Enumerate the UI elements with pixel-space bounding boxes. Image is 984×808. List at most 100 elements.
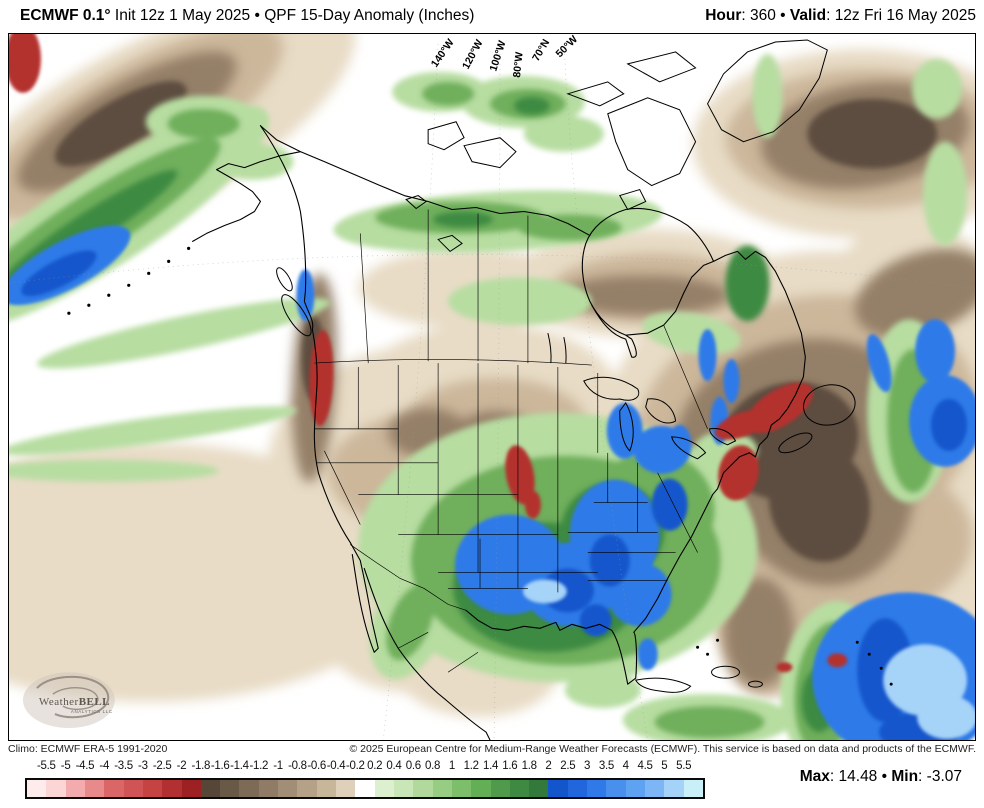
colorbar-segment <box>529 780 549 797</box>
colorbar-tick-label: -5 <box>60 760 71 772</box>
anomaly-region-wet-pale-blue <box>522 579 975 739</box>
colorbar-tick-label: -0.4 <box>326 760 346 772</box>
colorbar-tick-label: 4.5 <box>637 760 653 772</box>
weatherbell-logo: WeatherBELL ANALYTICS LLC <box>22 672 115 729</box>
colorbar-segment <box>181 780 201 797</box>
colorbar-segment <box>664 780 684 797</box>
colorbar-tick-label: -1.6 <box>210 760 230 772</box>
colorbar-tick-label: 4 <box>622 760 629 772</box>
colorbar-segment <box>297 780 317 797</box>
colorbar-segment <box>683 780 703 797</box>
colorbar-segment <box>123 780 143 797</box>
colorbar-segment <box>587 780 607 797</box>
colorbar-tick-label: 1.2 <box>463 760 479 772</box>
colorbar-segment <box>509 780 530 797</box>
colorbar-segment <box>548 780 568 797</box>
colorbar-tick-label: -1.2 <box>249 760 269 772</box>
colorbar-segment <box>220 780 240 797</box>
coastline-layer <box>192 125 806 740</box>
logo-swirl-inner <box>52 687 99 710</box>
colorbar-tick-label: 2 <box>545 760 552 772</box>
colorbar-tick-label: 3.5 <box>598 760 614 772</box>
colorbar-tick-label: 0.6 <box>405 760 421 772</box>
colorbar-segment <box>393 780 414 797</box>
colorbar-tick-label: 1.6 <box>502 760 518 772</box>
colorbar-tick-label: -3.5 <box>114 760 133 772</box>
colorbar-tick-label: 1 <box>448 760 455 772</box>
colorbar-segment <box>200 780 221 797</box>
title-rest: Init 12z 1 May 2025 • QPF 15-Day Anomaly… <box>110 6 475 24</box>
colorbar-tick-label: 2.5 <box>560 760 576 772</box>
colorbar-segment <box>258 780 279 797</box>
colorbar-segment <box>104 780 124 797</box>
colorbar-tick-label: 1.4 <box>482 760 499 772</box>
colorbar-tick-label: 1.8 <box>521 760 537 772</box>
logo-wordmark: WeatherBELL <box>39 696 110 708</box>
colorbar-segment <box>65 780 85 797</box>
colorbar-segment <box>451 780 472 797</box>
map-canvas: 140°W 120°W 100°W 80°W 70°N 50°W Weather… <box>8 33 976 741</box>
colorbar-segment <box>432 780 452 797</box>
map-title: ECMWF 0.1° Init 12z 1 May 2025 • QPF 15-… <box>8 7 474 25</box>
min-value: : -3.07 <box>918 768 962 785</box>
logo-subtitle: ANALYTICS LLC <box>71 709 113 714</box>
forecast-time: Hour: 360 • Valid: 12z Fri 16 May 2025 <box>705 7 976 25</box>
graticule-lines <box>9 43 975 740</box>
colorbar-tick-label: 0.8 <box>425 760 441 772</box>
valid-value: : 12z Fri 16 May 2025 <box>826 6 976 24</box>
colorbar-tick-label: -4 <box>99 760 110 772</box>
colorbar-tick-label: -5.5 <box>37 760 56 772</box>
colorbar-segment <box>142 780 163 797</box>
hour-label: Hour <box>705 6 742 24</box>
colorbar-segment <box>239 780 259 797</box>
colorbar-segment <box>355 780 375 797</box>
colorbar-segment <box>645 780 665 797</box>
colorbar-segment <box>567 780 588 797</box>
colorbar-segment <box>625 780 645 797</box>
colorbar-labels: -5.5 -5 -4.5 -4 -3.5 -3 -2.5 -2 -1.8 -1.6 -1.4 -1.2… <box>25 760 705 775</box>
colorbar-segment <box>606 780 626 797</box>
colorbar-tick-label: -2.5 <box>152 760 172 772</box>
anomaly-map: 140°W 120°W 100°W 80°W 70°N 50°W Weather… <box>9 34 975 740</box>
climo-note: Climo: ECMWF ERA-5 1991-2020 <box>8 743 168 755</box>
colorbar-tick-label: -4.5 <box>75 760 95 772</box>
colorbar-tick-label: 0.4 <box>386 760 402 772</box>
copyright-note: © 2025 European Centre for Medium-Range … <box>349 743 976 755</box>
colorbar-tick-label: -0.2 <box>346 760 365 772</box>
colorbar-segment <box>374 780 394 797</box>
stats-separator: • <box>877 768 892 785</box>
lon-label: 80°W <box>512 51 526 78</box>
colorbar-tick-label: -0.8 <box>288 760 307 772</box>
state-borders <box>314 209 708 673</box>
colorbar-segment <box>278 780 298 797</box>
colorbar-tick-label: 5 <box>661 760 668 772</box>
colorbar-segments <box>25 778 705 799</box>
colorbar-tick-label: -1.4 <box>230 760 249 772</box>
min-label: Min <box>891 768 919 785</box>
header-bar: ECMWF 0.1° Init 12z 1 May 2025 • QPF 15-… <box>8 0 976 31</box>
colorbar-segment <box>490 780 510 797</box>
hour-value: : 360 <box>741 6 776 24</box>
footer-bar: Climo: ECMWF ERA-5 1991-2020 © 2025 Euro… <box>8 743 976 755</box>
model-name: ECMWF 0.1° <box>20 6 111 24</box>
colorbar-segment <box>413 780 433 797</box>
colorbar-tick-label: -0.6 <box>307 760 327 772</box>
logo-swirl-outer <box>36 675 110 719</box>
valid-label: Valid <box>789 6 827 24</box>
colorbar-segment <box>162 780 182 797</box>
colorbar-segment <box>84 780 105 797</box>
colorbar-tick-label: 0.2 <box>367 760 383 772</box>
max-min-stats: Max: 14.48 • Min: -3.07 <box>800 768 962 786</box>
colorbar-tick-label: 3 <box>584 760 591 772</box>
colorbar-segment <box>316 780 336 797</box>
colorbar-tick-label: -2 <box>176 760 187 772</box>
separator: • <box>775 6 790 24</box>
anomaly-region-extreme-dry <box>9 34 848 673</box>
colorbar-tick-label: -1 <box>273 760 283 772</box>
islands-and-lakes <box>276 39 856 693</box>
colorbar-segment <box>27 780 47 797</box>
colorbar-segment <box>471 780 491 797</box>
colorbar-tick-label: 5.5 <box>676 760 692 772</box>
colorbar-segment <box>46 780 66 797</box>
island-chain-dots <box>67 246 893 686</box>
